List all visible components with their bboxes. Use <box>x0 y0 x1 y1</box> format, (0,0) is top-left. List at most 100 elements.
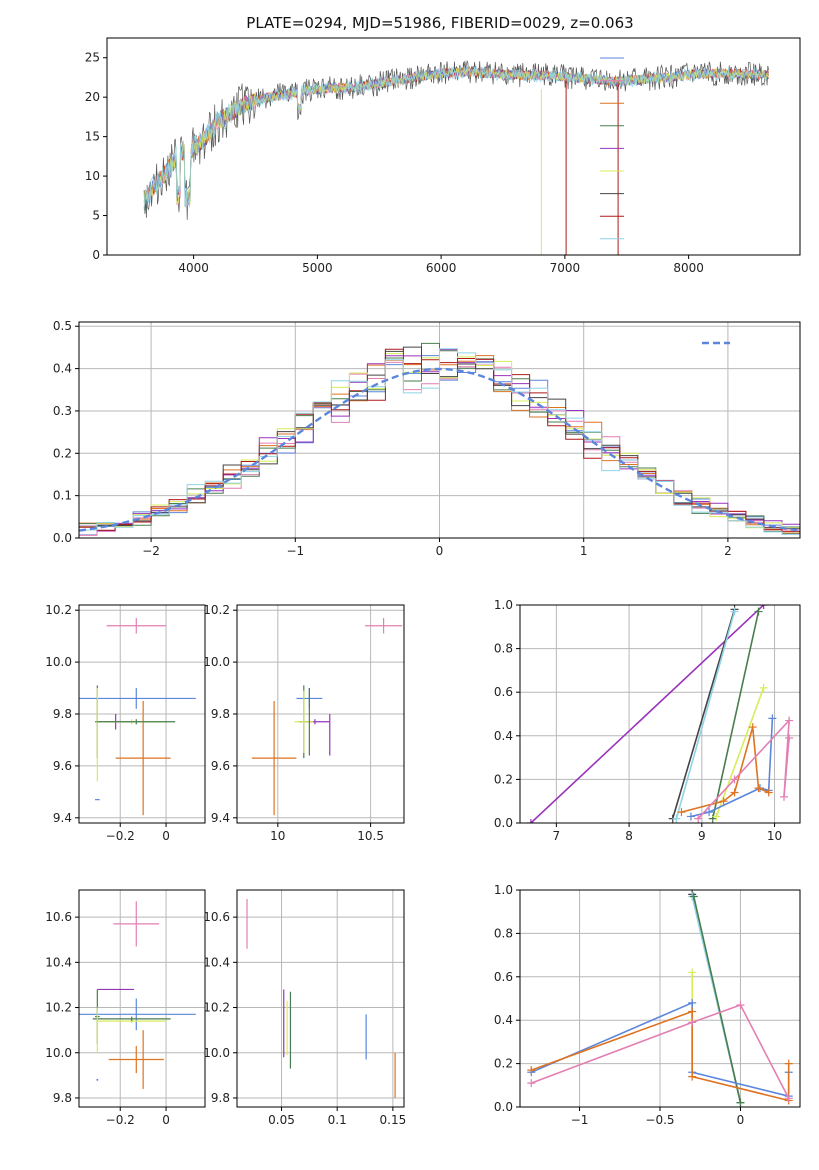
y-tick-label: 9.4 <box>53 811 72 825</box>
errorbar-point <box>115 701 171 816</box>
errorbar-point <box>113 901 160 947</box>
weight-marker <box>780 792 788 801</box>
axes-frame <box>78 321 801 539</box>
panel-spectrum: PLATE=0294, MJD=51986, FIBERID=0029, z=0… <box>85 14 801 275</box>
x-tick-label: −0.5 <box>645 1113 674 1127</box>
x-tick-label: 6000 <box>426 261 457 275</box>
errorbar-point <box>97 719 176 725</box>
y-tick-label: 10.0 <box>45 655 72 669</box>
weight-series-line <box>711 611 760 819</box>
panel-residuals: −2 −1 0 1 2 0.0 0.1 0.2 0.3 0.4 0.5 <box>53 319 801 558</box>
weight-marker <box>785 733 794 742</box>
weight-marker <box>754 784 763 793</box>
spectrum-series-line <box>143 67 769 207</box>
weight-marker <box>768 714 777 723</box>
x-tick-label: −1 <box>571 1113 589 1127</box>
weight-marker <box>754 607 763 616</box>
y-tick-label: 10.4 <box>203 955 230 969</box>
weight-marker <box>694 814 703 823</box>
spectrum-series-line <box>143 65 769 211</box>
weight-series-line <box>693 896 742 1103</box>
plot-area <box>237 605 404 823</box>
axes-frame <box>78 604 206 824</box>
plot-area <box>79 322 800 538</box>
x-tick-label: 0.05 <box>268 1113 295 1127</box>
y-tick-label: 0.5 <box>53 319 72 333</box>
spectrum-series-line <box>143 67 763 207</box>
spectrum-series-line <box>143 67 763 206</box>
weight-marker <box>784 1059 793 1068</box>
weight-marker <box>712 812 721 821</box>
weight-marker <box>759 605 768 609</box>
plot-area <box>520 890 800 1107</box>
x-tick-label: 10.5 <box>357 829 384 843</box>
y-tick-label: 9.8 <box>211 707 230 721</box>
y-tick-label: 5 <box>92 209 100 223</box>
axes-frame <box>519 889 801 1108</box>
x-tick-label: −1 <box>286 544 304 558</box>
x-tick-label: −0.2 <box>106 829 135 843</box>
weight-marker <box>736 1001 745 1010</box>
y-tick-label: 1.0 <box>494 598 513 612</box>
y-tick-label: 10.2 <box>45 1001 72 1015</box>
weight-marker <box>527 1079 536 1088</box>
y-tick-label: 10.0 <box>203 655 230 669</box>
y-tick-label: 0.1 <box>53 489 72 503</box>
weight-marker <box>730 775 739 784</box>
errorbar-point <box>79 688 196 709</box>
x-tick-label: 5000 <box>302 261 333 275</box>
y-tick-label: 10.4 <box>45 955 72 969</box>
weight-marker <box>730 788 739 797</box>
y-tick-label: 0 <box>92 248 100 262</box>
axes-frame <box>519 604 801 824</box>
y-tick-label: 9.6 <box>53 759 72 773</box>
y-tick-label: 10.2 <box>203 1001 230 1015</box>
y-tick-label: 9.8 <box>211 1091 230 1105</box>
y-tick-label: 0.0 <box>53 531 72 545</box>
y-tick-label: 0.3 <box>53 404 72 418</box>
weight-marker <box>784 1094 793 1103</box>
weight-series-line <box>531 1004 790 1099</box>
y-tick-label: 0.0 <box>494 816 513 830</box>
weight-series-line <box>715 687 765 817</box>
weight-marker <box>688 1007 697 1016</box>
panel-weight-vs-age: 7 8 9 10 0.0 0.2 0.4 0.6 0.8 1.0 <box>494 598 801 843</box>
y-tick-label: 10.2 <box>203 603 230 617</box>
y-tick-label: 0.8 <box>494 642 513 656</box>
x-tick-label: 10 <box>767 829 782 843</box>
x-tick-label: −0.2 <box>106 1113 135 1127</box>
plot-area <box>79 890 205 1107</box>
errorbar-point <box>92 1016 171 1022</box>
y-tick-label: 0.6 <box>494 685 513 699</box>
normal-curve <box>79 367 800 532</box>
spectrum-series-line <box>143 60 769 220</box>
x-tick-label: 9 <box>698 829 706 843</box>
weight-marker <box>785 716 794 725</box>
y-tick-label: 10.0 <box>203 1046 230 1060</box>
y-tick-label: 0.4 <box>494 1013 513 1027</box>
weight-marker <box>730 607 739 616</box>
x-tick-label: 0 <box>162 1113 170 1127</box>
y-tick-label: 10.2 <box>45 603 72 617</box>
x-tick-label: 0.1 <box>328 1113 347 1127</box>
y-tick-label: 0.8 <box>494 926 513 940</box>
x-tick-label: 0 <box>162 829 170 843</box>
panel-mass-vs-ebv: 0.05 0.1 0.15 9.8 10.0 10.2 10.4 10.6 <box>203 889 406 1127</box>
weight-marker <box>705 808 714 817</box>
panel-age-vs-mass: 10 10.5 9.4 9.6 9.8 10.0 10.2 <box>203 603 405 843</box>
y-tick-label: 10.6 <box>203 910 230 924</box>
errorbar-point <box>294 690 314 753</box>
x-tick-label: 7 <box>553 829 561 843</box>
y-tick-label: 25 <box>85 51 100 65</box>
weight-marker <box>672 814 681 823</box>
weight-marker <box>689 892 698 901</box>
y-tick-label: 0.2 <box>53 446 72 460</box>
y-tick-label: 0.2 <box>494 772 513 786</box>
weight-marker <box>719 797 728 806</box>
y-tick-label: 15 <box>85 130 100 144</box>
y-tick-label: 0.2 <box>494 1057 513 1071</box>
weight-marker <box>736 1098 745 1107</box>
y-tick-label: 9.8 <box>53 1091 72 1105</box>
x-tick-label: −2 <box>142 544 160 558</box>
weight-marker <box>708 814 717 823</box>
